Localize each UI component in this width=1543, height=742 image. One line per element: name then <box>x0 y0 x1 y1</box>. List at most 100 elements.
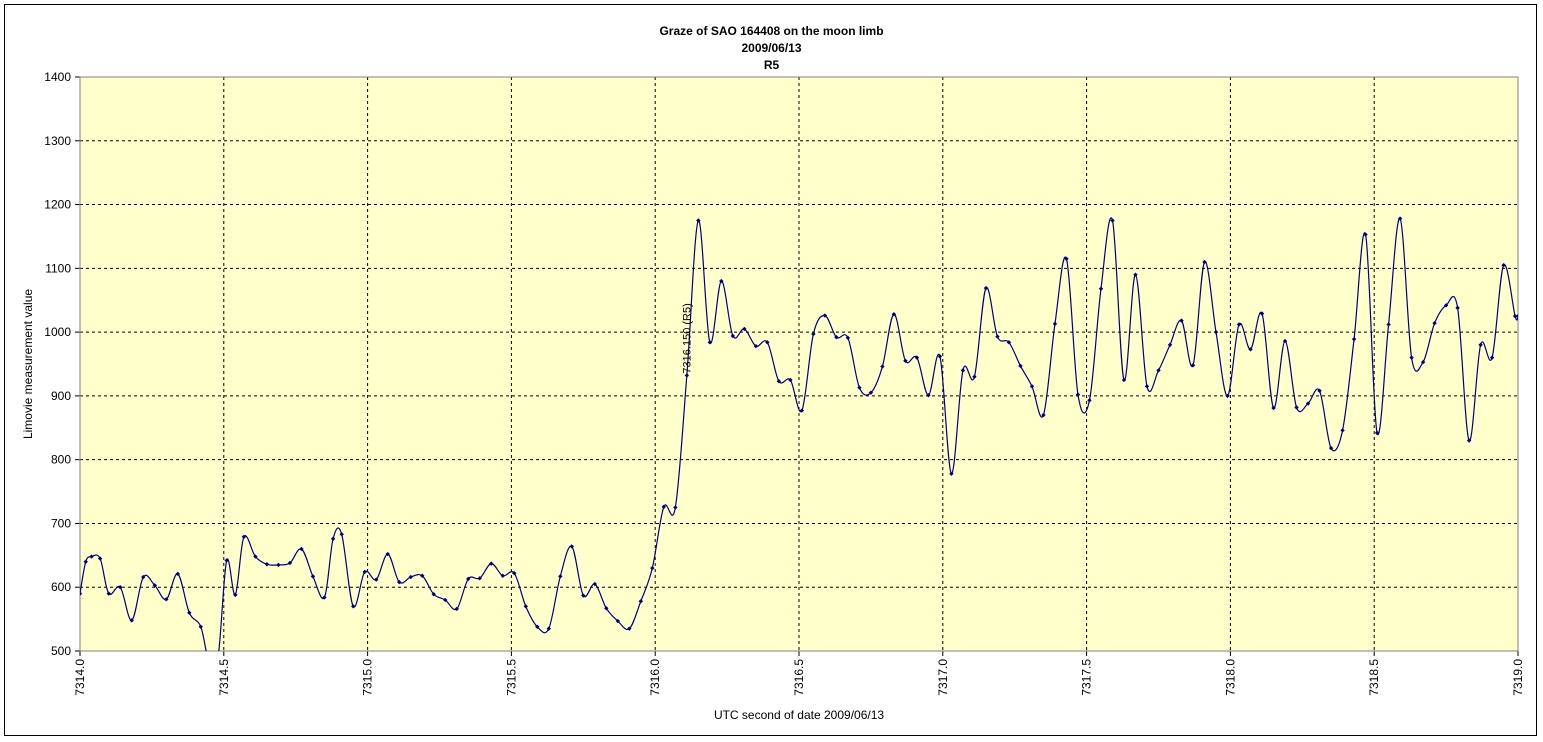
data-point <box>1179 318 1184 323</box>
x-tick-label: 7318.0 <box>1223 659 1237 696</box>
data-point <box>834 335 839 340</box>
data-point <box>1420 359 1426 365</box>
data-point <box>811 331 816 337</box>
data-point <box>776 379 782 384</box>
data-point <box>1271 405 1276 411</box>
data-point <box>1098 286 1104 291</box>
data-point <box>80 591 83 596</box>
data-point <box>1213 329 1219 335</box>
data-point <box>477 576 482 581</box>
data-point <box>351 604 356 609</box>
data-point <box>362 569 367 575</box>
chart-subtitle: R5 <box>763 58 780 72</box>
data-point <box>845 335 851 341</box>
data-point <box>152 583 157 588</box>
x-tick-label: 7314.5 <box>217 659 231 696</box>
data-point <box>1064 256 1069 261</box>
x-tick-label: 7315.5 <box>504 659 518 696</box>
data-point <box>216 655 220 659</box>
data-point <box>558 574 563 579</box>
data-point <box>1305 401 1311 406</box>
data-point <box>408 574 413 580</box>
data-point <box>287 560 293 566</box>
data-point <box>397 579 402 585</box>
data-point <box>1041 412 1046 418</box>
data-point <box>1225 393 1230 399</box>
y-tick-label: 1100 <box>45 261 71 275</box>
data-point <box>500 573 505 578</box>
data-point <box>129 618 134 623</box>
data-point <box>719 278 724 284</box>
data-point <box>431 592 436 597</box>
data-point <box>949 471 954 476</box>
plot-border <box>79 76 1519 652</box>
data-point <box>627 626 632 631</box>
data-point <box>339 532 344 537</box>
x-tick-label: 7319.0 <box>1511 659 1525 696</box>
data-point <box>753 343 759 349</box>
x-tick-label: 7317.0 <box>936 659 950 696</box>
data-point <box>1512 313 1518 319</box>
data-point <box>207 662 211 666</box>
data-point <box>1018 363 1023 369</box>
data-point <box>1144 384 1150 389</box>
data-point <box>385 551 390 557</box>
data-point <box>535 624 540 629</box>
data-point <box>891 312 897 317</box>
data-point <box>1075 392 1081 397</box>
data-point <box>141 574 146 580</box>
data-point <box>788 377 793 383</box>
data-point <box>937 354 943 359</box>
data-point <box>1167 342 1173 348</box>
data-point <box>1248 347 1253 352</box>
data-point <box>696 218 701 223</box>
data-point <box>164 597 169 602</box>
data-point <box>707 340 713 345</box>
data-point <box>546 626 551 631</box>
data-point <box>241 534 247 540</box>
data-point <box>650 565 655 571</box>
data-point <box>960 368 966 373</box>
y-tick-label: 1200 <box>44 198 71 212</box>
data-point <box>1489 355 1495 360</box>
data-point <box>310 574 316 579</box>
data-point <box>581 593 586 598</box>
data-point <box>276 562 281 568</box>
data-point <box>1328 445 1334 451</box>
data-point <box>1121 377 1127 383</box>
data-point <box>224 558 229 563</box>
data-point <box>1432 320 1437 326</box>
tick-labels: 500 600 700 800 900 1000 1100 1200 1300 1400 7314.… <box>44 70 1525 696</box>
data-point <box>592 581 598 587</box>
y-tick-label: 700 <box>51 516 71 530</box>
data-point <box>1190 363 1196 368</box>
data-point <box>604 606 609 611</box>
data-point <box>175 571 180 577</box>
y-tick-label: 1300 <box>44 134 71 148</box>
data-point <box>264 562 270 567</box>
data-point <box>914 355 920 360</box>
data-point <box>903 358 908 364</box>
data-point <box>322 595 327 600</box>
data-point <box>638 599 644 604</box>
data-point <box>661 504 667 510</box>
data-point <box>995 334 1000 339</box>
chart-date: 2009/06/13 <box>741 41 802 55</box>
data-point <box>466 576 471 582</box>
data-point <box>1156 368 1161 373</box>
annotation-label: 7316.150 (R5) <box>681 303 693 373</box>
data-point <box>512 570 517 576</box>
x-axis-title: UTC second of date 2009/06/13 <box>714 708 884 722</box>
data-point <box>1397 216 1403 221</box>
data-point <box>1386 322 1391 327</box>
data-point <box>880 364 885 369</box>
data-point <box>1294 405 1299 410</box>
axes <box>75 76 1519 656</box>
data-point <box>1374 430 1380 436</box>
data-point <box>1259 311 1265 316</box>
data-point <box>1133 272 1138 277</box>
data-point <box>1478 342 1483 348</box>
data-point <box>118 585 123 590</box>
y-axis-title: Limovie measurement value <box>21 289 35 439</box>
